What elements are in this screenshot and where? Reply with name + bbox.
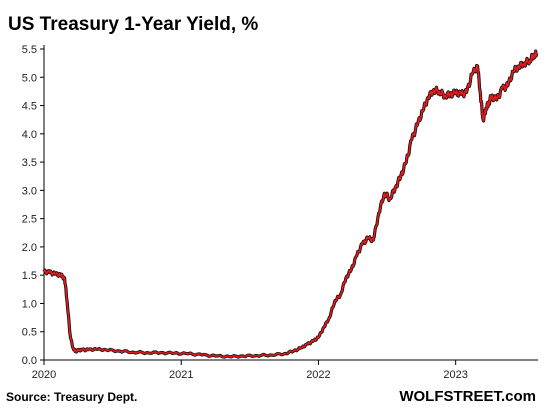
- y-tick-label: 2.0: [22, 242, 37, 254]
- x-axis: 2020 2021 2022 2023: [32, 359, 538, 381]
- y-tick-label: 3.0: [22, 185, 37, 197]
- y-tick-label: 5.5: [22, 44, 37, 56]
- x-tick-label: 2022: [306, 369, 330, 381]
- y-tick-label: 5.0: [22, 72, 37, 84]
- y-tick-label: 4.5: [22, 101, 37, 113]
- y-tick-label: 3.5: [22, 157, 37, 169]
- y-tick-label: 2.5: [22, 214, 37, 226]
- series-line-shadow: [42, 49, 539, 359]
- y-tick-label: 4.0: [22, 129, 37, 141]
- y-tick-label: 1.0: [22, 298, 37, 310]
- x-tick-label: 2020: [32, 369, 56, 381]
- source-note: Source: Treasury Dept.: [6, 390, 137, 404]
- y-tick-label: 1.5: [22, 270, 37, 282]
- y-tick-label: 0.0: [22, 355, 37, 367]
- series-layer: [42, 49, 539, 359]
- x-tick-label: 2021: [169, 369, 193, 381]
- y-axis: 0.0 0.5 1.0 1.5 2.0 2.5 3.0 3.5 4.0 4.5 5.0 5.5: [22, 44, 45, 367]
- series-line: [43, 50, 538, 358]
- chart-title: US Treasury 1-Year Yield, %: [8, 14, 258, 35]
- x-tick-label: 2023: [443, 369, 467, 381]
- brand-watermark: WOLFSTREET.com: [399, 388, 536, 405]
- y-tick-label: 0.5: [22, 327, 37, 339]
